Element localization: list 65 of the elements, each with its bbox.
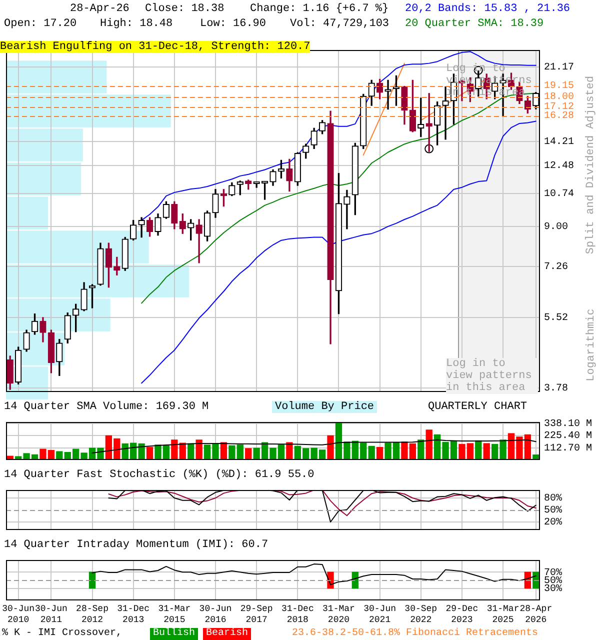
text: Volume By Price — [272, 401, 378, 413]
y-tick-label: 21.17 — [544, 62, 574, 74]
candlestick — [196, 219, 202, 264]
text: % K - IMI Crossover, — [2, 628, 122, 640]
candlestick — [344, 190, 350, 230]
ref-line-label: 16.28 — [544, 110, 574, 123]
y-tick-label: 7.26 — [544, 262, 568, 274]
x-tick-label: 30-Jun 2010 — [2, 604, 35, 625]
bar — [483, 443, 490, 460]
y-tick-label: 50% — [544, 506, 562, 517]
bar — [245, 448, 252, 460]
text: Low: 16.90 — [200, 18, 266, 30]
annotation: Bearish Engulfing on 31-Dec-18, Strength: 120.7 — [0, 41, 310, 53]
chart-title: 14 Quarter Fast Stochastic (%K) (%D): 61.9 55.0 — [4, 469, 314, 481]
y-tick-label: 3.78 — [544, 384, 568, 395]
y-axis-title: Split and Dividend Adjusted — [585, 76, 598, 254]
x-tick-label: 30-Sep 2022 — [404, 604, 438, 625]
x-tick-label: 30-Jun 2016 — [199, 604, 232, 625]
x-tick-label: 29-Dec 2023 — [446, 604, 478, 625]
bar — [146, 446, 154, 460]
y-tick-label: 112.70 M — [544, 443, 592, 454]
y-tick-label: 225.40 M — [544, 431, 592, 442]
bar — [327, 435, 334, 460]
x-tick-label: 31-Mar 2025 — [486, 604, 520, 625]
bar — [286, 442, 293, 460]
text: Open: 17.20 — [4, 18, 77, 30]
bar — [368, 446, 375, 460]
text: Change: 1.16 {+6.7 %} — [250, 3, 389, 15]
y-tick-label: 20% — [544, 518, 562, 529]
y-tick-label: 338.10 M — [544, 418, 592, 430]
annotation: Log in to view patterns in this area — [446, 358, 538, 394]
text: 23.6-38.2-50-61.8% Fibonacci Retracements — [292, 628, 538, 640]
ref-line-label: 19.15 — [544, 80, 574, 92]
ref-line-label: 18.00 — [544, 92, 574, 104]
x-tick-label: 29-Sep 2017 — [240, 604, 273, 625]
x-tick-label: 28-Apr 2026 — [520, 604, 552, 625]
chart-title: 14 Quarter Intraday Momentum (IMI): 60.7 — [4, 539, 268, 551]
x-tick-label: 31-Mar 2020 — [322, 604, 355, 625]
y-tick-label: 5.52 — [544, 313, 568, 324]
x-tick-label: 31-Mar 2015 — [158, 604, 191, 625]
x-tick-label: 28-Sep 2012 — [76, 604, 108, 625]
text: 28-Apr-26 — [70, 3, 130, 15]
bar — [196, 440, 202, 460]
y-tick-label: 12.48 — [544, 161, 574, 172]
bar — [376, 446, 384, 460]
text: High: 18.48 — [100, 18, 173, 30]
text: QUARTERLY CHART — [428, 401, 528, 413]
chart-title: 14 Quarter SMA Volume: 169.30 M — [4, 401, 209, 413]
text: Logarithmic — [584, 308, 597, 382]
text: 20 Quarter SMA: 18.39 — [405, 18, 544, 30]
x-tick-label: 31-Dec 2018 — [281, 604, 314, 625]
text: Close: 18.38 — [145, 3, 224, 15]
candlestick — [384, 80, 392, 110]
x-tick-label: 31-Dec 2013 — [117, 604, 150, 625]
text: Bearish — [203, 628, 252, 640]
x-tick-label: 30-Jun 2021 — [364, 604, 396, 625]
text: Vol: 47,729,103 — [290, 18, 390, 30]
y-tick-label: 9.00 — [544, 222, 568, 234]
y-tick-label: 14.21 — [544, 136, 574, 148]
bar — [426, 430, 432, 460]
x-tick-label: 30-Jun 2011 — [34, 604, 68, 625]
text: 20,2 Bands: 15.83 , 21.36 — [405, 3, 570, 15]
y-tick-label: 10.74 — [544, 189, 574, 200]
y-tick-label: 80% — [544, 494, 562, 505]
text: Bullish — [150, 628, 198, 640]
